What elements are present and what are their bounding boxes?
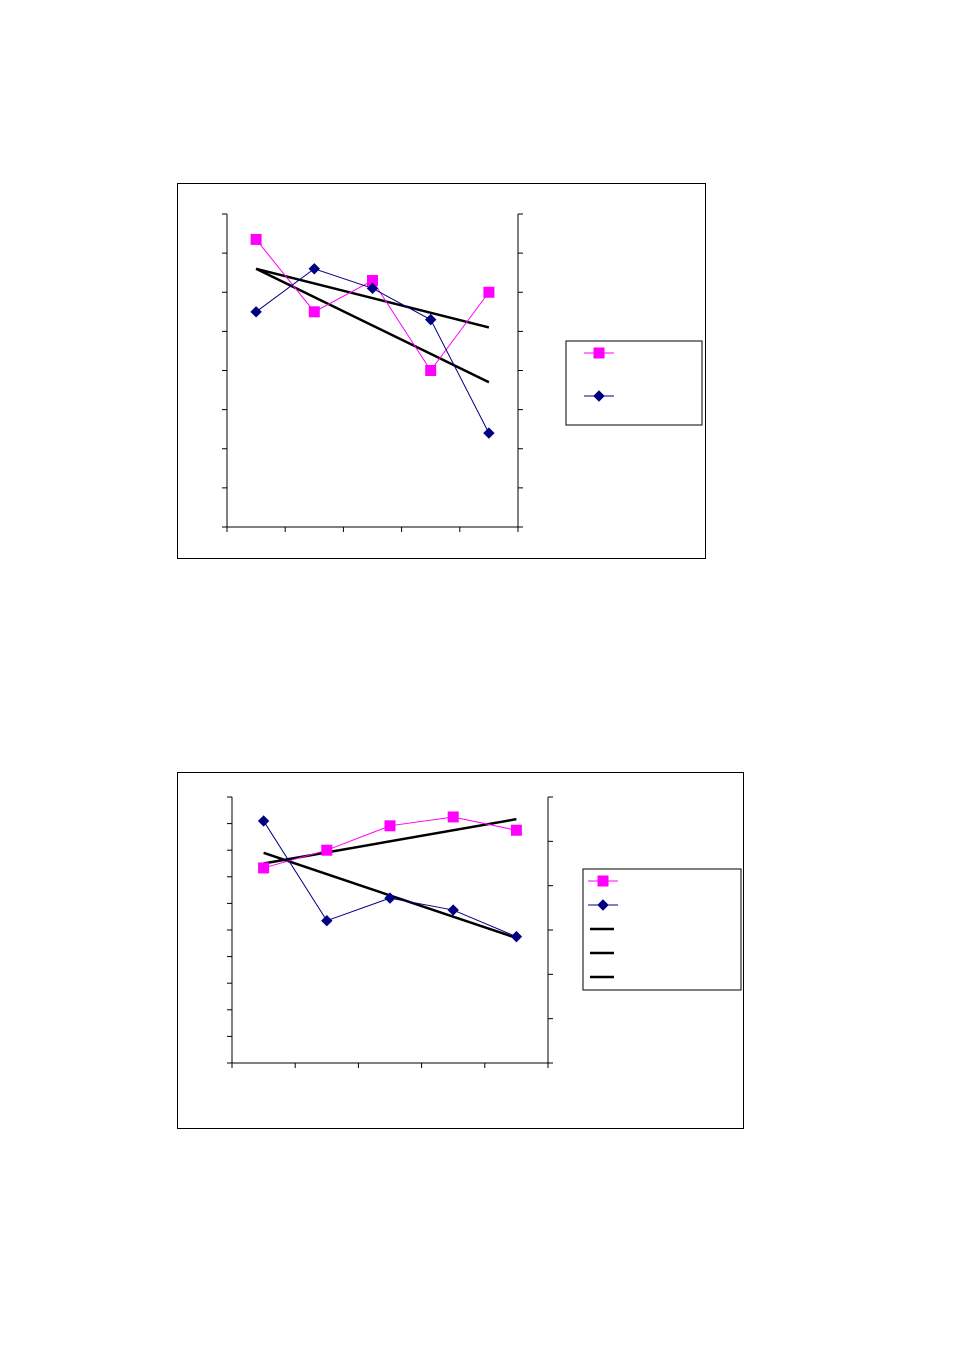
data-point [510,930,523,943]
data-point [483,286,495,298]
data-point [250,233,262,245]
data-point [424,313,437,326]
data-point [384,892,396,904]
data-point [258,862,270,874]
data-point [366,282,379,295]
data-point [483,427,495,439]
legend-marker [597,875,609,887]
data-point [321,844,333,856]
data-point [447,904,459,916]
data-point [425,365,437,376]
chart-2-plot [227,796,742,1068]
data-point [250,306,262,318]
chart-2 [177,772,744,1129]
data-point [308,306,320,318]
legend-box [565,340,703,426]
data-point [447,811,459,823]
data-point [510,824,522,836]
data-point [257,815,270,827]
chart-1-plot [222,213,703,532]
trendline [255,267,490,329]
legend-marker [597,899,609,911]
legend-marker [593,390,605,402]
legend-marker [593,347,605,359]
series-line [255,239,490,372]
series-line [263,820,517,938]
data-point [308,263,321,275]
data-point [321,914,333,927]
chart-1 [177,183,706,559]
data-point [384,820,396,832]
